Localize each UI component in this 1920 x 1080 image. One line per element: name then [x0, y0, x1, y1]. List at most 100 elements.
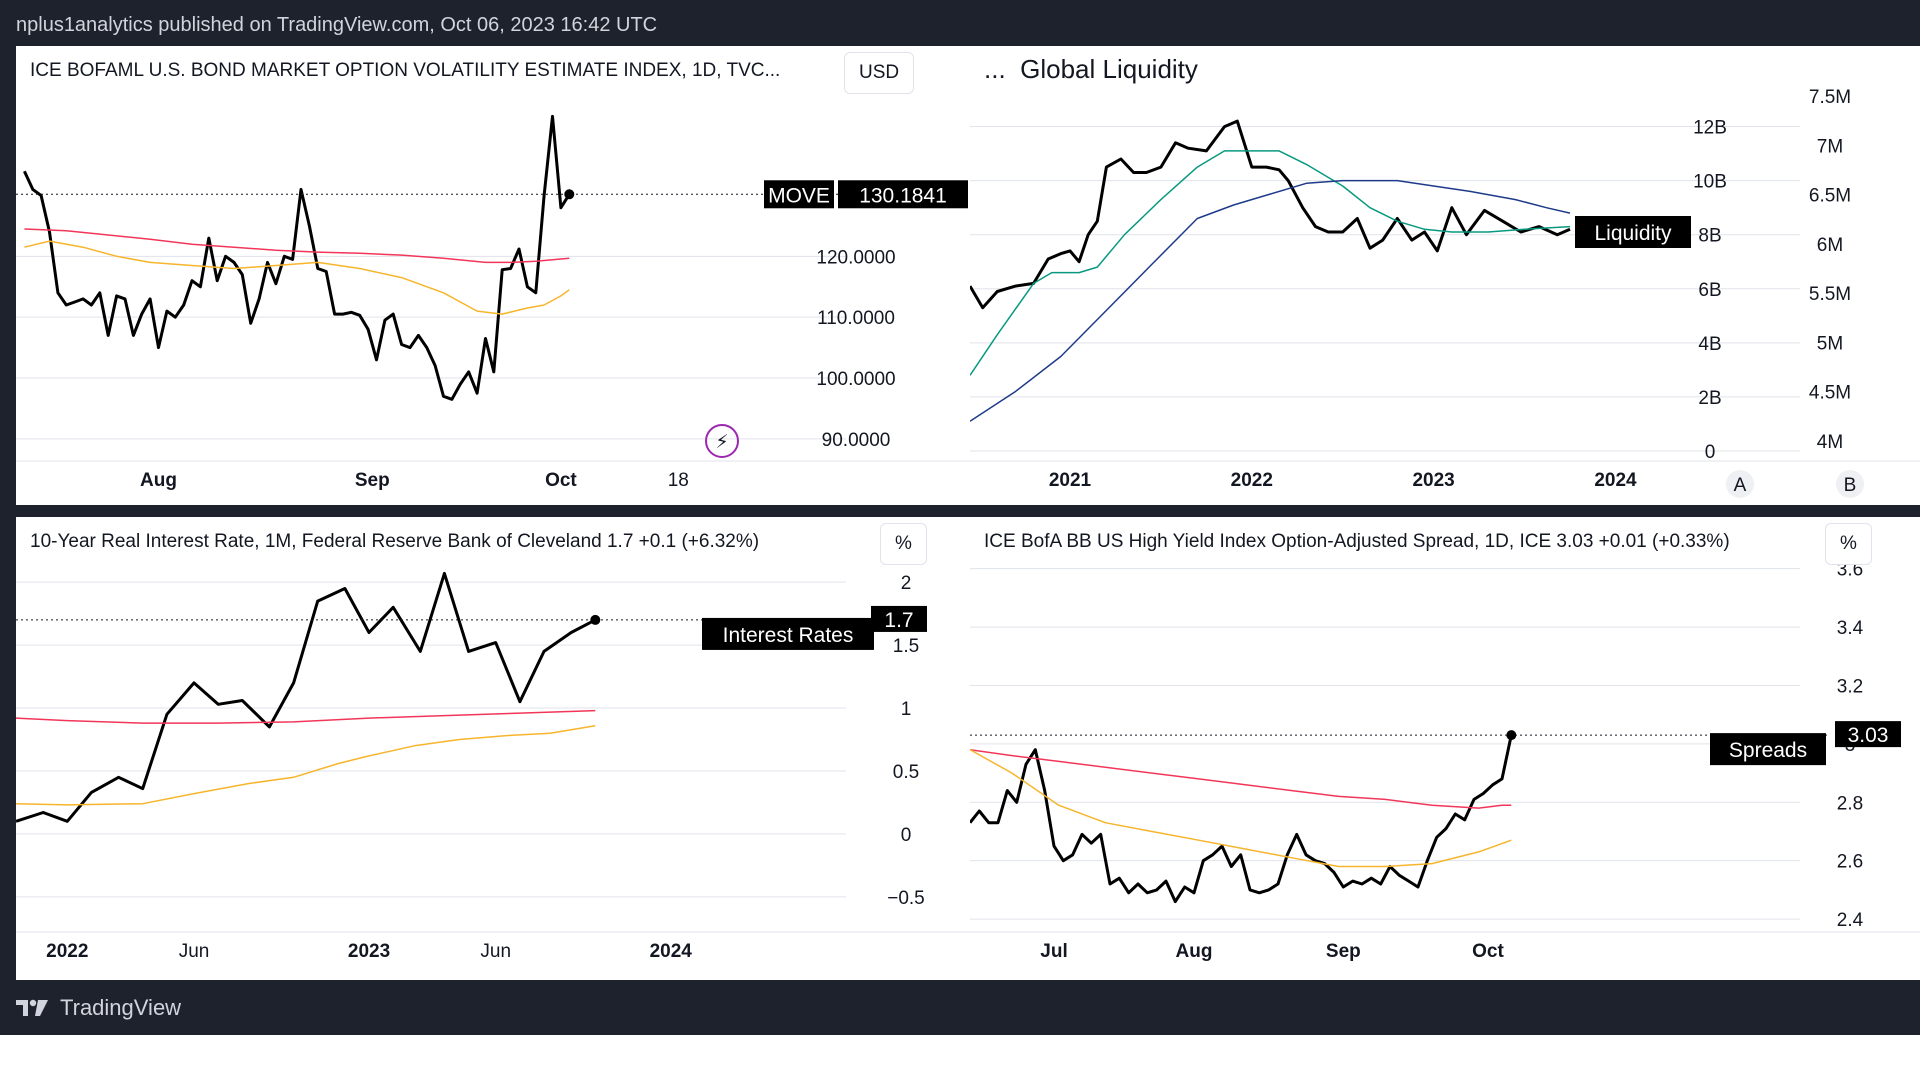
- publish-header: nplus1analytics published on TradingView…: [16, 14, 658, 36]
- series-tag-label: MOVE: [768, 184, 830, 207]
- y-tick-label: 110.0000: [817, 308, 895, 329]
- unit-selector[interactable]: USD: [844, 52, 915, 94]
- chart-title-liquidity: ... Global Liquidity: [984, 54, 1198, 85]
- y-tick-label: 12B: [1693, 118, 1727, 139]
- lightning-icon: [705, 424, 739, 458]
- unit-selector[interactable]: %: [880, 523, 927, 565]
- series-line-1: [24, 228, 570, 264]
- y-tick-label: 4B: [1698, 334, 1721, 355]
- y-tick-label: 2.6: [1837, 852, 1863, 873]
- y-tick-label: −0.5: [887, 888, 925, 909]
- lightning-glyph: ⚡: [715, 432, 728, 453]
- x-tick-label: 2022: [1231, 470, 1273, 491]
- chart-panel-real-rate[interactable]: 2 1.5 1 0.5 0 −0.5 2022 Jun 2023 Jun 2024 Interest …: [16, 517, 978, 980]
- x-tick-label: 2024: [1594, 470, 1637, 491]
- value-tag-bg: [1835, 721, 1901, 748]
- footer-strip: [0, 1035, 1920, 1080]
- x-tick-label: 2024: [650, 941, 693, 962]
- chart-panel-liquidity[interactable]: 12B 10B 8B 6B 4B 2B 0 7.5M 7M 6.5M 6M 5.5M 5M 4.5M 4M A…: [970, 46, 1920, 505]
- series-line-2: [970, 179, 1571, 422]
- unit-selector[interactable]: %: [1825, 523, 1872, 565]
- series-tag-label: Interest Rates: [723, 624, 854, 647]
- y-tick-label: 0: [1705, 442, 1716, 463]
- series-tag-label: Liquidity: [1594, 222, 1672, 245]
- y-tick-label: 2.4: [1837, 910, 1864, 931]
- y-tick-label-b: 6M: [1817, 235, 1843, 256]
- chart-real-rate-svg[interactable]: 2 1.5 1 0.5 0 −0.5 2022 Jun 2023 Jun 2024 Interest …: [16, 517, 978, 980]
- x-tick-label: 2023: [1412, 470, 1454, 491]
- x-tick-label: Sep: [1326, 941, 1361, 962]
- series-line-2: [970, 749, 1512, 868]
- y-tick-label: 0.5: [893, 762, 919, 783]
- y-tick-label: 1.5: [893, 636, 919, 657]
- chart-title-text: Global Liquidity: [1020, 54, 1198, 84]
- y-tick-label-b: 5M: [1817, 333, 1843, 354]
- x-tick-label: Jun: [480, 941, 511, 962]
- series-line-2: [24, 240, 570, 315]
- y-tick-label: 100.0000: [816, 369, 895, 390]
- scale-toggle-A[interactable]: [1726, 470, 1754, 498]
- tradingview-logo-icon: [16, 999, 48, 1016]
- last-value-dot: [564, 189, 575, 200]
- y-tick-label: 120.0000: [816, 247, 895, 268]
- x-tick-label: Oct: [545, 470, 577, 491]
- y-tick-label: 2: [901, 573, 912, 594]
- x-tick-label: 2021: [1049, 470, 1092, 491]
- x-tick-label: Sep: [355, 470, 390, 491]
- series-tag-label: Spreads: [1729, 739, 1807, 762]
- chart-title-real-rate: 10-Year Real Interest Rate, 1M, Federal …: [30, 531, 760, 552]
- value-tag-bg: [871, 605, 927, 632]
- y-tick-label: 3.4: [1837, 618, 1864, 639]
- series-line-1: [970, 748, 1512, 809]
- y-tick-label: 8B: [1698, 226, 1721, 247]
- chart-panel-move[interactable]: 120.0000 110.0000 100.0000 90.0000 Aug Sep Oct…: [16, 46, 978, 505]
- y-tick-label: 3.2: [1837, 676, 1863, 697]
- x-tick-label: Jul: [1040, 941, 1067, 962]
- chart-move-svg[interactable]: 120.0000 110.0000 100.0000 90.0000 Aug Sep Oct…: [16, 46, 978, 505]
- y-tick-label-b: 5.5M: [1809, 284, 1851, 305]
- value-tag-bg: [838, 180, 968, 209]
- x-tick-label: Aug: [140, 470, 177, 491]
- chart-panel-hy-spread[interactable]: 3.63.43.232.82.62.4JulAugSepOctSpreads3.…: [970, 517, 1920, 980]
- chart-hy-spread-svg[interactable]: 3.63.43.232.82.62.4JulAugSepOctSpreads3.…: [970, 517, 1920, 980]
- last-value-dot: [1506, 730, 1517, 741]
- x-tick-label: Jun: [179, 941, 210, 962]
- series-tag-bg: [1710, 733, 1826, 766]
- y-tick-label-b: 7.5M: [1809, 87, 1851, 108]
- chart-title-hy-spread: ICE BofA BB US High Yield Index Option-A…: [984, 531, 1730, 552]
- x-tick-label: Aug: [1176, 941, 1213, 962]
- last-value-dot: [590, 614, 601, 625]
- value-tag-label: 1.7: [884, 609, 913, 632]
- x-tick-label: 2022: [46, 941, 88, 962]
- y-tick-label-b: 4M: [1817, 432, 1843, 453]
- value-tag-label: 3.03: [1848, 724, 1889, 747]
- scale-label: A: [1734, 475, 1747, 496]
- y-tick-label-b: 4.5M: [1809, 383, 1851, 404]
- series-tag-bg: [764, 180, 834, 209]
- x-tick-label: Oct: [1472, 941, 1504, 962]
- chart-liquidity-svg[interactable]: 12B 10B 8B 6B 4B 2B 0 7.5M 7M 6.5M 6M 5.5M 5M 4.5M 4M A…: [970, 46, 1920, 505]
- series-line-0: [970, 734, 1513, 904]
- y-tick-label: 0: [901, 825, 912, 846]
- footer-brand-text: TradingView: [60, 995, 182, 1020]
- y-tick-label: 6B: [1698, 280, 1721, 301]
- chart-menu-dots[interactable]: ...: [984, 54, 1006, 84]
- y-tick-label: 2B: [1698, 388, 1721, 409]
- value-tag-label: 130.1841: [859, 184, 947, 207]
- footer-brand[interactable]: TradingView: [16, 984, 181, 1032]
- series-tag-bg: [702, 617, 874, 650]
- series-line-1: [16, 709, 596, 724]
- series-line-1: [970, 150, 1571, 376]
- x-tick-label: 18: [668, 470, 689, 491]
- series-line-0: [970, 119, 1571, 310]
- y-tick-label: 1: [901, 699, 912, 720]
- y-tick-label-b: 7M: [1817, 136, 1843, 157]
- scale-toggle-B[interactable]: [1836, 470, 1864, 498]
- series-line-2: [16, 724, 596, 806]
- series-line-0: [23, 114, 571, 401]
- scale-label: B: [1844, 475, 1857, 496]
- series-tag-bg: [1575, 216, 1691, 248]
- y-tick-label: 90.0000: [822, 430, 891, 451]
- series-line-0: [16, 571, 596, 823]
- y-tick-label-b: 6.5M: [1809, 186, 1851, 207]
